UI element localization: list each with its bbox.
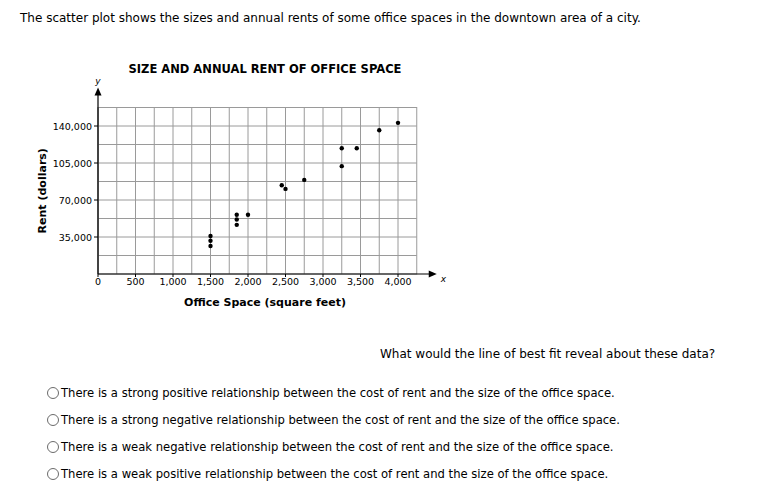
option-text[interactable]: There is a strong positive relationship … xyxy=(60,386,615,400)
grid-line xyxy=(398,108,399,275)
x-tick-label: 3,500 xyxy=(347,276,374,287)
y-tick-label: 105,000 xyxy=(53,158,92,169)
y-axis-arrow xyxy=(95,88,102,96)
intro-text: The scatter plot shows the sizes and ann… xyxy=(19,11,641,25)
minor-grid-line xyxy=(266,108,267,275)
minor-grid-line xyxy=(154,108,155,275)
x-tick-label: 0 xyxy=(95,276,101,287)
x-tick-label: 2,000 xyxy=(234,276,261,287)
minor-grid-line xyxy=(341,108,342,275)
grid-line xyxy=(98,126,417,127)
points xyxy=(208,121,400,249)
point xyxy=(280,183,284,187)
minor-grid-line xyxy=(98,181,417,182)
page: The scatter plot shows the sizes and ann… xyxy=(0,0,776,500)
radio-button[interactable] xyxy=(48,388,59,399)
x-axis-arrow xyxy=(429,271,437,278)
minor-grid-line xyxy=(191,108,192,275)
point xyxy=(235,217,239,221)
grid-line xyxy=(360,108,361,275)
grid-line xyxy=(173,108,174,275)
point xyxy=(283,187,287,191)
y-tick xyxy=(94,126,98,127)
y-tick xyxy=(94,200,98,201)
y-tick-label: 35,000 xyxy=(59,232,92,243)
point xyxy=(355,146,359,150)
point xyxy=(340,146,344,150)
point xyxy=(377,128,381,132)
x-axis-letter: x xyxy=(440,274,447,284)
grid-line xyxy=(210,108,211,275)
minor-grid-line xyxy=(304,108,305,275)
chart-title: SIZE AND ANNUAL RENT OF OFFICE SPACE xyxy=(129,62,402,76)
point xyxy=(208,239,212,243)
grid xyxy=(98,108,417,275)
radio-button[interactable] xyxy=(48,469,59,480)
y-axis-label: Rent (dollars) xyxy=(36,148,49,233)
grid-line xyxy=(323,108,324,275)
option-text[interactable]: There is a weak positive relationship be… xyxy=(60,467,608,481)
point xyxy=(235,213,239,217)
plot-frame xyxy=(98,108,417,275)
y-tick-label: 70,000 xyxy=(59,195,92,206)
point xyxy=(396,121,400,125)
x-tick-label: 500 xyxy=(126,276,144,287)
y-axis xyxy=(97,92,98,275)
minor-grid-line xyxy=(98,255,417,256)
minor-grid-line xyxy=(116,108,117,275)
x-tick-label: 3,000 xyxy=(309,276,336,287)
point xyxy=(302,178,306,182)
grid-line xyxy=(248,108,249,275)
minor-grid-line xyxy=(229,108,230,275)
radio-button[interactable] xyxy=(48,442,59,453)
y-tick-label: 140,000 xyxy=(53,121,92,132)
option-text[interactable]: There is a weak negative relationship be… xyxy=(60,440,613,454)
minor-grid-line xyxy=(379,108,380,275)
grid-line xyxy=(98,237,417,238)
minor-grid-line xyxy=(98,144,417,145)
y-axis-letter: y xyxy=(94,76,101,86)
point xyxy=(208,234,212,238)
x-tick-label: 4,000 xyxy=(384,276,411,287)
x-tick-label: 1,500 xyxy=(197,276,224,287)
x-tick-label: 2,500 xyxy=(272,276,299,287)
point xyxy=(340,164,344,168)
point xyxy=(235,223,239,227)
y-tick xyxy=(94,163,98,164)
grid-line xyxy=(98,200,417,201)
grid-line xyxy=(135,108,136,275)
x-axis-label: Office Space (square feet) xyxy=(184,296,346,309)
point xyxy=(208,244,212,248)
y-tick xyxy=(94,237,98,238)
grid-line xyxy=(98,163,417,164)
radio-button[interactable] xyxy=(48,415,59,426)
question-text: What would the line of best fit reveal a… xyxy=(380,347,715,361)
minor-grid-line xyxy=(98,218,417,219)
point xyxy=(246,213,250,217)
x-axis xyxy=(98,273,433,274)
x-tick-label: 1,000 xyxy=(159,276,186,287)
option-text[interactable]: There is a strong negative relationship … xyxy=(60,413,620,427)
